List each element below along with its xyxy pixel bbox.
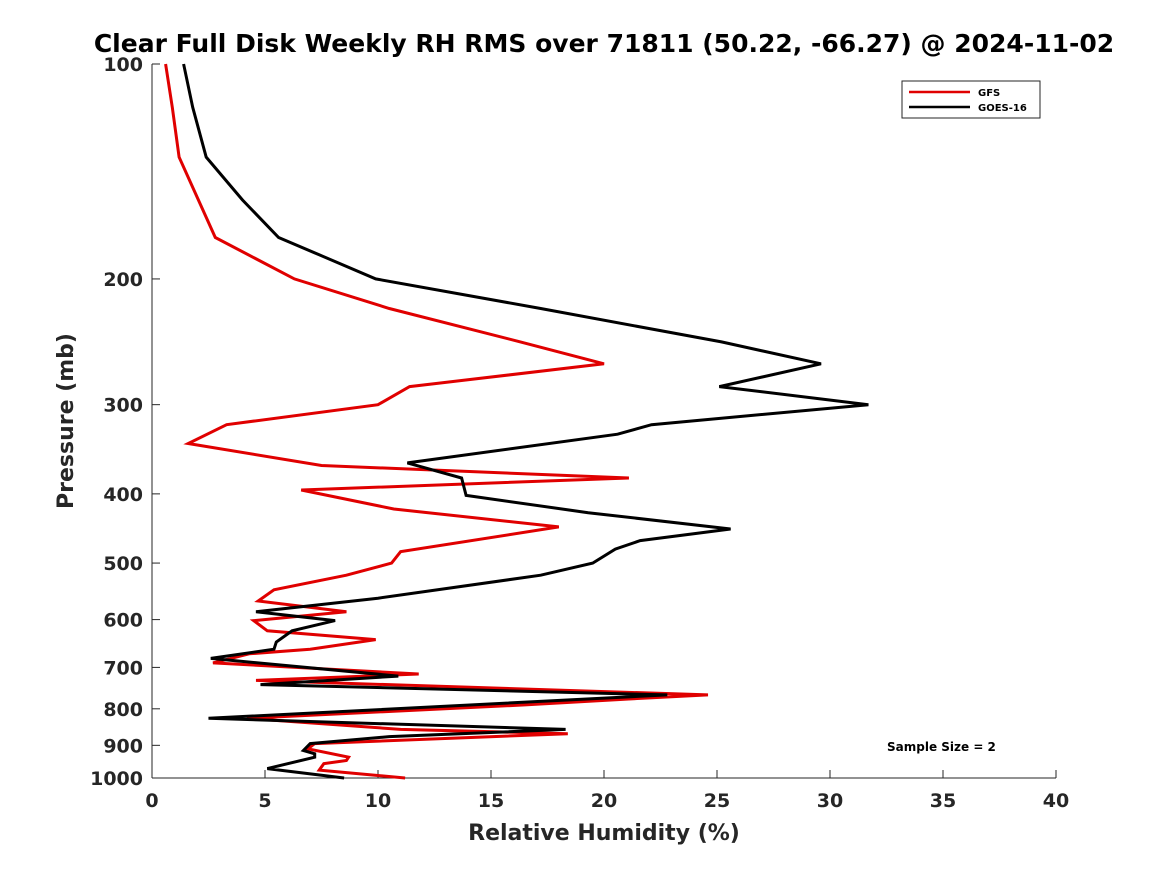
legend-box <box>901 80 1041 119</box>
legend-label-gfs: GFS <box>978 88 1000 99</box>
sample-size-annotation: Sample Size = 2 <box>887 740 996 754</box>
y-tick-label: 600 <box>103 610 143 632</box>
y-tick-label: 300 <box>103 395 143 417</box>
y-tick-label: 700 <box>103 657 143 679</box>
x-tick-label: 5 <box>258 790 271 812</box>
x-tick-label: 30 <box>817 790 843 812</box>
y-tick-label: 900 <box>103 735 143 757</box>
x-tick-label: 25 <box>704 790 730 812</box>
y-tick-label: 400 <box>103 484 143 506</box>
y-tick-label: 800 <box>103 699 143 721</box>
series-layer <box>164 63 869 780</box>
y-tick-label: 200 <box>103 269 143 291</box>
x-axis-ticks: 0 5 10 15 20 25 30 35 40 <box>145 770 1069 812</box>
x-tick-label: 0 <box>145 790 158 812</box>
x-tick-label: 40 <box>1043 790 1069 812</box>
legend-label-goes16: GOES-16 <box>978 103 1027 114</box>
x-tick-label: 10 <box>365 790 391 812</box>
y-axis-ticks: 100 200 300 400 500 600 700 800 900 1000 <box>90 54 160 790</box>
x-tick-label: 15 <box>478 790 504 812</box>
y-tick-label: 100 <box>103 54 143 76</box>
legend: GFS GOES-16 <box>901 80 1041 119</box>
y-axis-label: Pressure (mb) <box>54 333 79 509</box>
x-tick-label: 35 <box>930 790 956 812</box>
y-tick-label: 500 <box>103 553 143 575</box>
series-line-goes16 <box>182 63 869 780</box>
x-axis-label: Relative Humidity (%) <box>468 821 740 846</box>
x-tick-label: 20 <box>591 790 617 812</box>
chart-title: Clear Full Disk Weekly RH RMS over 71811… <box>94 29 1114 58</box>
y-tick-label: 1000 <box>90 768 143 790</box>
